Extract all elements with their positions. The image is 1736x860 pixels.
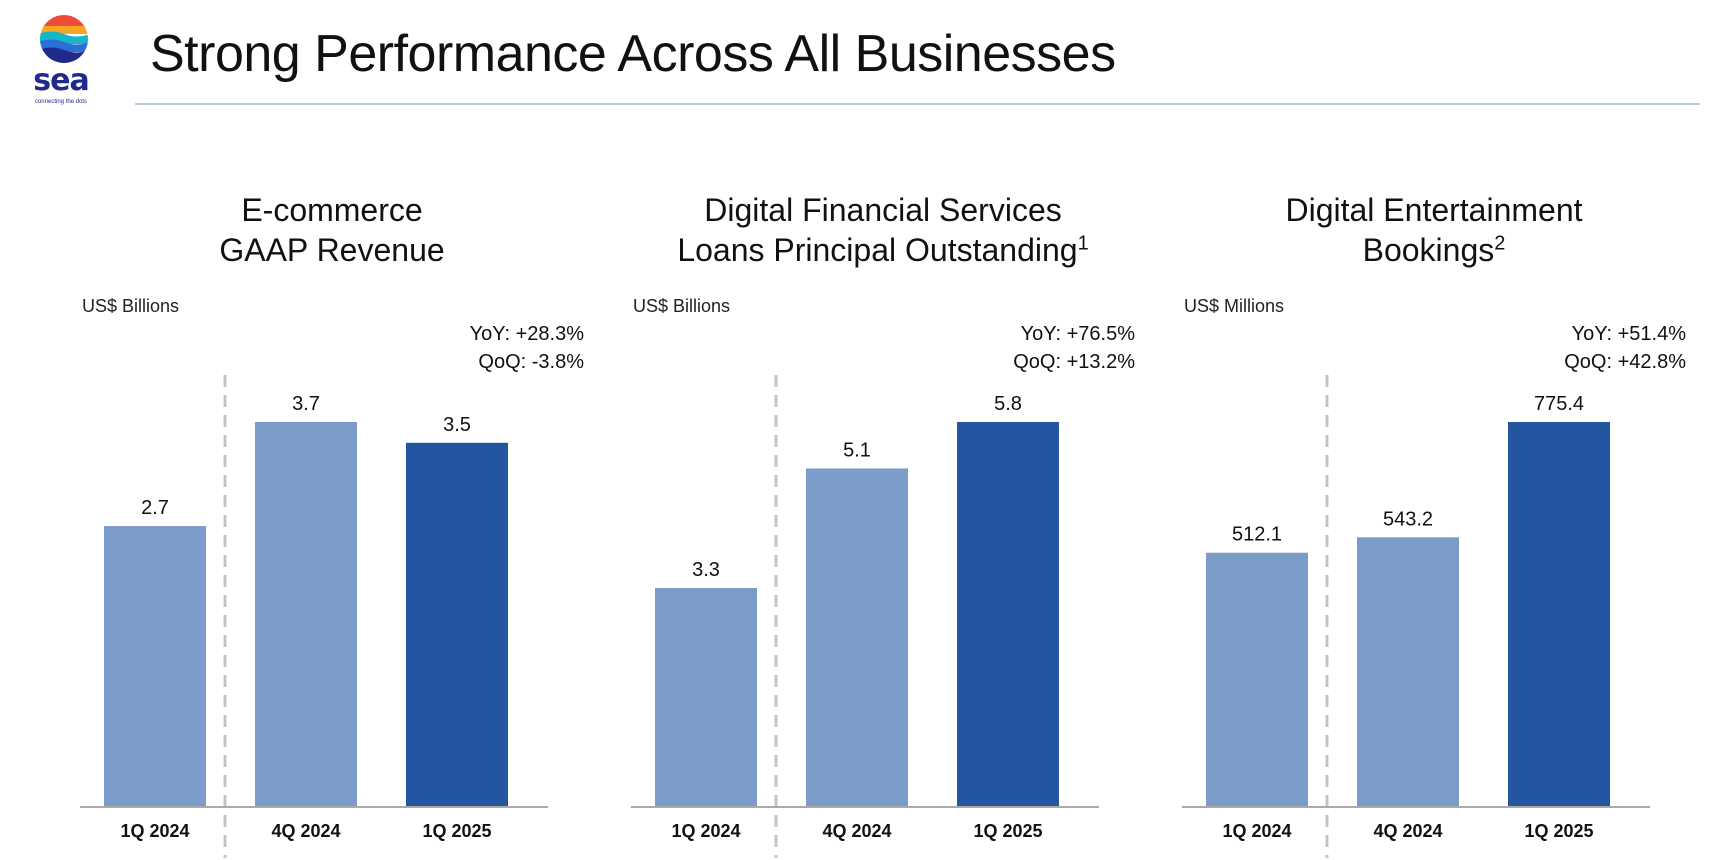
data-label: 3.5 [443,414,471,436]
bar [1206,552,1308,807]
bar [406,442,508,807]
yoy-label: YoY: +51.4% [1571,323,1686,345]
chart-title-line2: GAAP Revenue [219,232,445,268]
bar [806,468,908,807]
x-tick-label: 1Q 2024 [1222,821,1291,841]
bar [1357,537,1459,807]
growth-stats: YoY: +28.3% QoQ: -3.8% [470,320,584,376]
data-label: 775.4 [1534,393,1584,415]
qoq-label: QoQ: +13.2% [1013,351,1135,373]
x-tick-label: 4Q 2024 [1373,821,1442,841]
chart-title-line1: Digital Entertainment [1285,192,1583,228]
chart-title: Digital Entertainment Bookings2 [1164,190,1704,270]
x-tick-label: 4Q 2024 [271,821,340,841]
chart-ecommerce: E-commerce GAAP Revenue US$ Billions YoY… [62,180,602,860]
data-label: 3.3 [692,559,720,581]
bar [957,422,1059,807]
logo-wordmark: sea [33,63,89,98]
bar-chart-plot: 3.3 1Q 2024 5.1 4Q 2024 5.8 1Q 2025 [631,375,1099,858]
bar-chart-plot: 2.7 1Q 2024 3.7 4Q 2024 3.5 1Q 2025 [80,375,548,858]
chart-title-line1: Digital Financial Services [704,192,1062,228]
data-label: 3.7 [292,393,320,415]
chart-footnote: 2 [1494,232,1506,255]
x-tick-label: 1Q 2025 [973,821,1042,841]
bar [655,587,757,807]
chart-title-line2: Bookings [1362,232,1495,268]
x-tick-label: 1Q 2025 [422,821,491,841]
qoq-label: QoQ: +42.8% [1564,351,1686,373]
data-label: 5.8 [994,393,1022,415]
data-label: 2.7 [141,497,169,519]
sea-logo-mark [40,15,88,63]
bar [1508,422,1610,807]
chart-digital-entertainment: Digital Entertainment Bookings2 US$ Mill… [1164,180,1704,860]
chart-unit-label: US$ Billions [82,296,180,316]
yoy-label: YoY: +28.3% [469,323,584,345]
chart-title-line1: E-commerce [241,192,423,228]
bar [104,526,206,807]
bar-chart-plot: 512.1 1Q 2024 543.2 4Q 2024 775.4 1Q 2025 [1182,375,1650,858]
logo-tagline: connecting the dots [34,99,88,105]
chart-title: Digital Financial Services Loans Princip… [613,190,1153,270]
x-tick-label: 1Q 2024 [671,821,740,841]
x-tick-label: 4Q 2024 [822,821,891,841]
growth-stats: YoY: +76.5% QoQ: +13.2% [1013,320,1135,376]
chart-footnote: 1 [1077,232,1089,255]
x-tick-label: 1Q 2024 [120,821,189,841]
chart-unit-label: US$ Millions [1184,296,1285,316]
title-divider [135,103,1700,105]
page-title: Strong Performance Across All Businesses [150,25,1116,83]
growth-stats: YoY: +51.4% QoQ: +42.8% [1564,320,1686,376]
sea-logo: sea connecting the dots [24,14,100,110]
chart-unit-label: US$ Billions [633,296,731,316]
data-label: 512.1 [1232,524,1282,546]
bar [255,422,357,807]
x-tick-label: 1Q 2025 [1524,821,1593,841]
data-label: 5.1 [843,439,871,461]
chart-title: E-commerce GAAP Revenue [62,190,602,270]
data-label: 543.2 [1383,508,1433,530]
chart-digital-financial-services: Digital Financial Services Loans Princip… [613,180,1153,860]
yoy-label: YoY: +76.5% [1020,323,1135,345]
chart-title-line2: Loans Principal Outstanding [677,232,1078,268]
qoq-label: QoQ: -3.8% [478,351,584,373]
